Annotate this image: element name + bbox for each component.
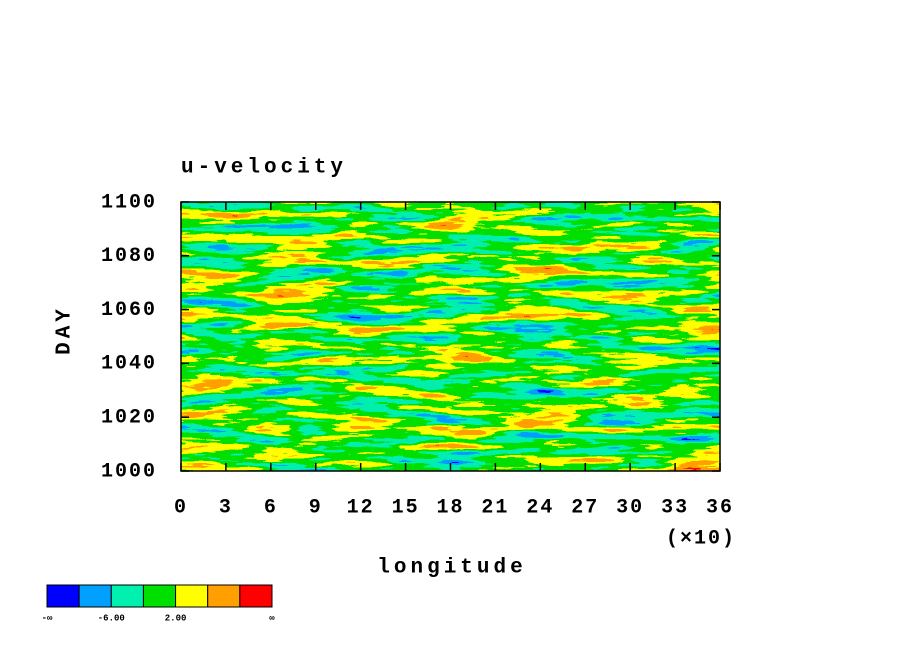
x-tick-label: 30	[616, 496, 644, 519]
colorbar-label: ∞	[269, 613, 275, 623]
colorbar-box	[239, 584, 273, 608]
colorbar-label: -6.00	[98, 613, 125, 623]
x-tick-label: 36	[706, 496, 734, 519]
x-tick-label: 21	[481, 496, 509, 519]
colorbar-box	[142, 584, 177, 608]
x-tick-label: 18	[436, 496, 464, 519]
y-axis-label: DAY	[54, 305, 77, 355]
x-axis-label: longitude	[377, 557, 526, 580]
y-tick-label: 1040	[101, 353, 157, 376]
colorbar-box	[110, 584, 144, 608]
colorbar-label: -∞	[42, 613, 53, 623]
x-tick-label: 24	[526, 496, 554, 519]
colorbar-box	[78, 584, 112, 608]
colorbar-box	[175, 584, 209, 608]
axes: 0 3 6 9 12 15 18 21 24 27 30 33 36100010201040106010…	[101, 191, 734, 519]
field-fill	[181, 202, 720, 471]
colorbar-box	[207, 584, 241, 608]
colorbar-box	[46, 584, 80, 608]
y-tick-label: 1100	[101, 191, 157, 214]
x-tick-label: 6	[264, 496, 278, 519]
x-tick-label: 27	[571, 496, 599, 519]
y-tick-label: 1080	[101, 245, 157, 268]
colorbar: -∞ -6.00 2.00 ∞	[42, 584, 275, 623]
y-tick-label: 1060	[101, 299, 157, 322]
x-tick-label: 9	[309, 496, 323, 519]
x-tick-label: 33	[661, 496, 689, 519]
x-tick-label: 3	[219, 496, 233, 519]
x-scale-note: (×10)	[666, 527, 736, 550]
x-tick-label: 0	[174, 496, 188, 519]
chart-title: u-velocity	[181, 157, 347, 180]
x-tick-label: 12	[347, 496, 375, 519]
field	[181, 202, 720, 471]
colorbar-label: 2.00	[165, 613, 187, 623]
y-tick-label: 1000	[101, 460, 157, 483]
y-tick-label: 1020	[101, 406, 157, 429]
x-tick-label: 15	[392, 496, 420, 519]
